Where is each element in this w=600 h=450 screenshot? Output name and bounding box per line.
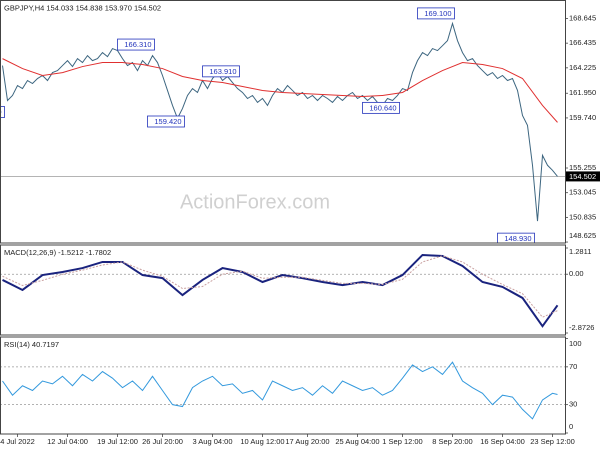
y-tick-label: 155.255 [569,163,596,172]
pane-title: RSI(14) 40.7197 [4,340,59,349]
y-tick-label: 166.435 [569,38,596,47]
last-price-label: 154.502 [569,172,596,181]
annotation-box [497,232,535,243]
x-tick-label: 12 Jul 04:00 [47,437,88,446]
x-tick-label: 23 Sep 12:00 [530,437,575,446]
x-tick-label: 17 Aug 20:00 [285,437,329,446]
annotation-label: 169.100 [424,9,451,18]
pane-frame [0,336,566,435]
pane-title: GBPJPY,H4 154.033 154.838 153.970 154.50… [4,3,161,12]
pane-frame [0,0,566,244]
y-tick-label: 0.00 [569,269,584,278]
annotation-label: 163.910 [209,67,236,76]
series-line [2,253,559,328]
annotation-label: 148.930 [504,234,531,243]
y-tick-label: 100 [569,339,582,348]
pane-title: MACD(12,26,9) -1.5212 -1.7802 [4,248,111,257]
x-tick-label: 8 Sep 20:00 [432,437,472,446]
series-line [2,255,558,318]
annotation-label: 160.640 [369,103,396,112]
annotation-box [362,101,400,114]
series-line [2,58,558,123]
annotation-box [417,7,455,20]
watermark: ActionForex.com [180,191,330,213]
x-tick-label: 4 Jul 2022 [0,437,35,446]
x-tick-label: 16 Sep 04:00 [480,437,525,446]
y-tick-label: 161.950 [569,88,596,97]
x-tick-label: 25 Aug 04:00 [335,437,379,446]
y-tick-label: 153.045 [569,188,596,197]
y-tick-label: 0 [569,422,573,431]
y-tick-label: 159.740 [569,113,596,122]
x-tick-label: 19 Jul 12:00 [97,437,138,446]
y-tick-label: 164.225 [569,63,596,72]
series-line [2,361,558,420]
y-tick-label: 168.645 [569,13,596,22]
last-price-box [566,171,600,182]
pane [0,253,565,328]
y-tick-label: 30 [569,400,577,409]
annotation-box [202,65,240,78]
annotation-label: 159.420 [154,117,181,126]
pane: ActionForex.com70166.310159.420163.91016… [0,7,565,243]
x-tick-label: 3 Aug 04:00 [192,437,232,446]
x-tick-label: 10 Aug 12:00 [240,437,284,446]
pane [0,361,565,420]
pane-frame [0,244,566,336]
y-tick-label: 150.835 [569,212,596,221]
x-tick-label: 26 Jul 20:00 [142,437,183,446]
y-tick-label: 1.2811 [569,247,591,256]
annotation-box [147,115,185,128]
annotation-box [117,38,155,51]
y-tick-label: 148.625 [569,231,596,240]
y-tick-label: 70 [569,362,577,371]
annotation-box [0,106,5,118]
y-tick-label: -2.8726 [569,323,594,332]
series-line [2,21,558,222]
x-tick-label: 1 Sep 12:00 [382,437,422,446]
annotation-label: 166.310 [124,40,151,49]
